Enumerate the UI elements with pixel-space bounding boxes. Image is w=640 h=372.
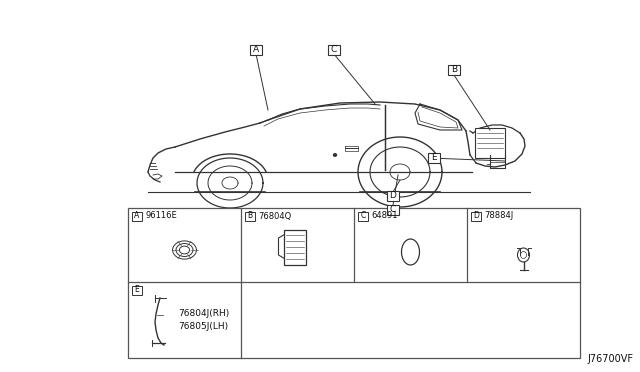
Text: 76804J(RH)
76805J(LH): 76804J(RH) 76805J(LH)	[178, 309, 229, 331]
Ellipse shape	[173, 241, 196, 259]
Text: E: E	[431, 154, 437, 163]
Text: A: A	[253, 45, 259, 55]
Bar	[448, 65, 460, 75]
Text: A: A	[134, 212, 140, 221]
Text: B: B	[451, 65, 457, 74]
Bar	[428, 153, 440, 163]
Bar	[328, 45, 340, 55]
Ellipse shape	[176, 244, 193, 257]
Ellipse shape	[520, 251, 527, 259]
Bar	[358, 212, 368, 221]
Bar	[132, 212, 142, 221]
Text: D: D	[390, 192, 396, 201]
Bar	[128, 208, 580, 358]
Bar	[387, 191, 399, 201]
Bar	[250, 45, 262, 55]
Bar	[471, 212, 481, 221]
Text: 78884J: 78884J	[484, 212, 513, 221]
Text: D: D	[473, 212, 479, 221]
Text: C: C	[360, 212, 365, 221]
Text: 96116E: 96116E	[145, 212, 177, 221]
Ellipse shape	[401, 239, 419, 265]
Ellipse shape	[518, 248, 529, 262]
Text: J76700VF: J76700VF	[587, 354, 633, 364]
Bar	[387, 205, 399, 215]
Bar	[132, 285, 142, 295]
Text: 76804Q: 76804Q	[258, 212, 291, 221]
Bar	[245, 212, 255, 221]
Text: 64891: 64891	[371, 212, 397, 221]
Text: E: E	[134, 285, 140, 295]
Text: C: C	[331, 45, 337, 55]
Text: C: C	[390, 205, 396, 215]
Bar	[475, 128, 505, 158]
Ellipse shape	[333, 154, 337, 156]
Ellipse shape	[179, 246, 189, 254]
Bar	[284, 230, 305, 265]
Text: B: B	[248, 212, 253, 221]
